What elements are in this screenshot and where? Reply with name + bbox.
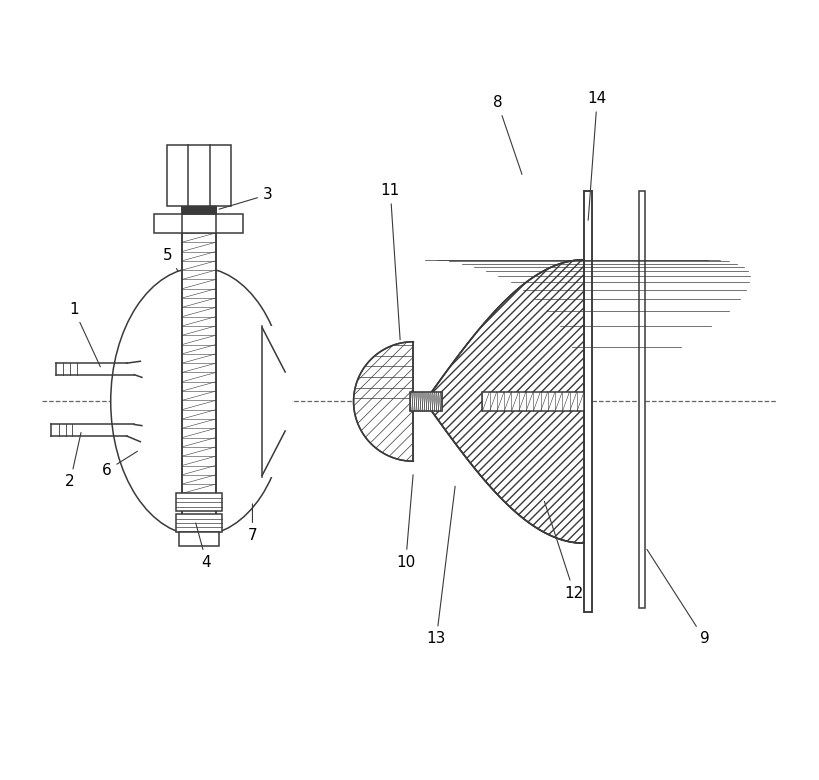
Text: 10: 10 xyxy=(396,475,415,570)
Polygon shape xyxy=(425,260,584,543)
Wedge shape xyxy=(354,342,414,461)
Text: 7: 7 xyxy=(247,504,257,543)
Text: 3: 3 xyxy=(219,187,273,209)
Ellipse shape xyxy=(111,268,287,536)
Text: 4: 4 xyxy=(196,523,211,570)
Text: 11: 11 xyxy=(381,183,400,340)
Bar xyxy=(176,514,222,532)
Text: 5: 5 xyxy=(163,249,179,271)
Polygon shape xyxy=(425,260,584,543)
Bar xyxy=(179,532,219,545)
Text: 12: 12 xyxy=(545,502,584,601)
Bar xyxy=(181,206,216,543)
Text: 14: 14 xyxy=(587,91,607,220)
Text: 6: 6 xyxy=(102,452,138,478)
Text: 9: 9 xyxy=(647,549,709,647)
Text: 1: 1 xyxy=(69,302,101,367)
Text: 8: 8 xyxy=(493,95,522,175)
Bar xyxy=(584,191,592,612)
Text: 13: 13 xyxy=(427,486,455,647)
Text: 2: 2 xyxy=(66,433,81,489)
Bar xyxy=(640,191,645,608)
Bar xyxy=(260,326,292,477)
Bar xyxy=(482,392,584,412)
Bar xyxy=(155,214,243,233)
Bar xyxy=(166,145,231,206)
Bar xyxy=(410,392,442,412)
Bar xyxy=(176,494,222,511)
